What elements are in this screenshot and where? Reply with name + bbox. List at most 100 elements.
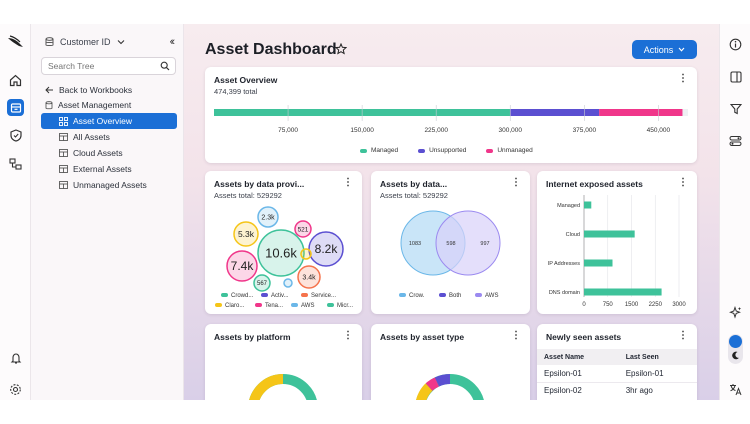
data-venn-card: Assets by data... Assets total: 529292 ⋮… (371, 171, 530, 314)
bubble[interactable] (294, 220, 312, 238)
overview-bar-segment[interactable] (599, 109, 683, 116)
more-options-icon[interactable]: ⋮ (511, 330, 521, 341)
table-row[interactable]: Epsilon-02 3hr ago (537, 382, 697, 399)
tree-item-cloud-assets[interactable]: Cloud Assets (41, 145, 123, 161)
home-icon[interactable] (7, 72, 24, 89)
tree-item-label: External Assets (73, 164, 132, 174)
info-icon[interactable] (727, 36, 744, 53)
legend-label: Claro... (225, 303, 245, 309)
tree-item-label: Back to Workbooks (59, 85, 133, 95)
more-options-icon[interactable]: ⋮ (678, 330, 688, 341)
donut-segment-purple (434, 374, 451, 387)
chevron-down-icon (117, 40, 124, 45)
filter-icon[interactable] (727, 100, 744, 117)
tree-item-external-assets[interactable]: External Assets (41, 161, 132, 177)
legend-label: Both (449, 293, 461, 299)
tree-item-label: Asset Overview (73, 116, 133, 126)
database-icon (45, 100, 53, 109)
x-tick-label: 1500 (625, 302, 639, 308)
bell-icon[interactable] (7, 350, 24, 367)
bubble[interactable] (297, 265, 321, 289)
table-cell: Epsilon-02 (544, 386, 582, 396)
bubble[interactable] (308, 231, 344, 267)
donut-segment-yellow (249, 374, 284, 400)
tree-item-asset-management[interactable]: Asset Management (41, 97, 131, 113)
page-title: Asset Dashboard (205, 41, 337, 58)
theme-toggle[interactable] (728, 334, 743, 364)
bubble-label: 521 (298, 226, 309, 233)
card-title: Assets by data provi... (214, 179, 305, 189)
legend-swatch (221, 293, 228, 297)
bubble[interactable] (257, 206, 279, 228)
falcon-logo-icon[interactable] (7, 33, 24, 50)
collapse-sidebar-icon[interactable]: ‹‹ (169, 36, 176, 48)
bubble[interactable] (233, 221, 259, 247)
workbooks-icon[interactable] (7, 99, 24, 116)
bubble[interactable] (283, 278, 293, 288)
bubble[interactable] (226, 250, 258, 282)
legend-swatch (439, 293, 446, 297)
search-icon[interactable] (160, 61, 170, 71)
table-cell: 3hr ago (625, 386, 653, 396)
tree-item-unmanaged-assets[interactable]: Unmanaged Assets (41, 177, 147, 193)
bubble[interactable] (257, 229, 305, 277)
column-header[interactable]: Last Seen (625, 353, 659, 361)
side-panel-icon[interactable] (727, 68, 744, 85)
search-input[interactable] (42, 58, 152, 74)
venn-chart: 1083 598 997 Crow. Both AWS (399, 210, 501, 299)
translate-icon[interactable] (727, 381, 744, 398)
tree-search (41, 57, 176, 75)
column-header[interactable]: Asset Name (544, 353, 585, 361)
bubble-label: 10.6k (265, 246, 297, 261)
tree-item-label: Unmanaged Assets (73, 180, 147, 190)
assets-icon[interactable] (7, 155, 24, 172)
y-tick-label: DNS domain (549, 290, 580, 296)
star-icon[interactable] (335, 43, 347, 55)
bubble-label: 567 (257, 281, 268, 287)
asset-overview-chart: 75,000 150,000 225,000 300,000 375,000 450,00… (214, 105, 688, 134)
actions-label: Actions (643, 44, 674, 55)
gear-icon[interactable] (7, 381, 24, 398)
y-tick-label: Managed (557, 203, 580, 209)
tree-item-all-assets[interactable]: All Assets (41, 129, 110, 145)
tree-item-label: Asset Management (58, 100, 132, 110)
legend-label: Crow. (409, 293, 425, 299)
overview-bar-segment[interactable] (510, 109, 600, 116)
asset-overview-card: Asset Overview 474,399 total ⋮ 75,000 150… (205, 67, 697, 163)
donut-segment-yellow (416, 383, 433, 400)
shield-icon[interactable] (7, 127, 24, 144)
more-options-icon[interactable]: ⋮ (678, 73, 688, 84)
table-icon (59, 133, 68, 141)
table-row[interactable]: Epsilon-01 Epsilon-01 (537, 365, 697, 382)
bubble-label: 5.3k (238, 229, 255, 239)
x-tick-label: 0 (582, 302, 586, 308)
more-options-icon[interactable]: ⋮ (343, 330, 353, 341)
sparkle-icon[interactable] (727, 304, 744, 321)
exposed-bar[interactable] (584, 230, 635, 238)
venn-value-label: 1083 (409, 241, 421, 247)
bubble[interactable] (300, 248, 312, 260)
table-cell: Epsilon-01 (544, 368, 582, 378)
exposed-bar[interactable] (584, 201, 592, 209)
card-title: Internet exposed assets (546, 179, 643, 189)
grid-icon (59, 116, 68, 126)
tree-item-asset-overview[interactable]: Asset Overview (41, 113, 177, 129)
actions-button[interactable]: Actions (632, 40, 697, 59)
more-options-icon[interactable]: ⋮ (678, 177, 688, 188)
legend-swatch (327, 303, 334, 307)
exposed-bar[interactable] (584, 259, 613, 267)
legend-label: Crowd... (231, 293, 254, 299)
venn-circle-aws[interactable] (435, 210, 501, 276)
legend-swatch-unsupported (418, 148, 426, 153)
bubble[interactable] (253, 274, 271, 292)
card-title: Newly seen assets (546, 332, 622, 342)
tree-item-back-to-workbooks[interactable]: Back to Workbooks (41, 82, 132, 98)
more-options-icon[interactable]: ⋮ (511, 177, 521, 188)
legend-label: AWS (485, 293, 498, 299)
exposed-bar[interactable] (584, 288, 662, 296)
toggles-icon[interactable] (727, 132, 744, 149)
legend-label: Tena... (265, 303, 283, 309)
more-options-icon[interactable]: ⋮ (343, 177, 353, 188)
card-subtitle: Assets total: 529292 (214, 191, 282, 200)
customer-id-selector[interactable]: Customer ID (45, 37, 125, 47)
